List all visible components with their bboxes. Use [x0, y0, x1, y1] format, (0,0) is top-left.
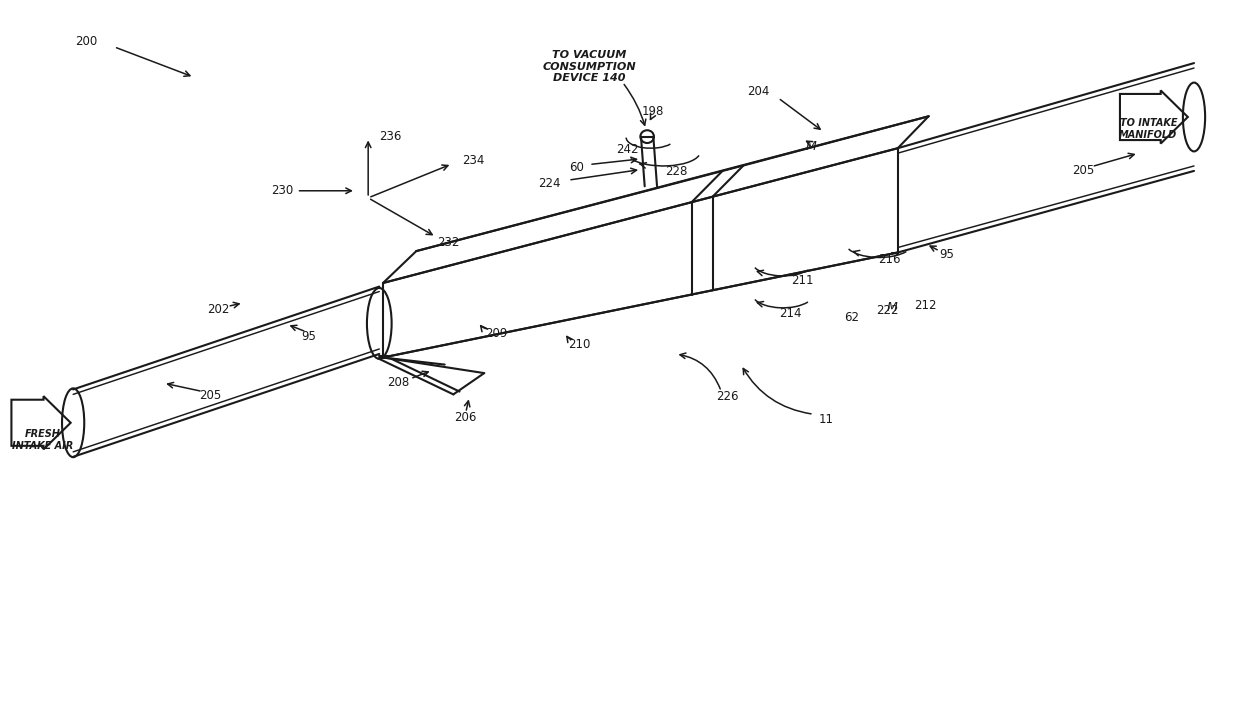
Text: 205: 205 — [1071, 164, 1094, 177]
Text: TO INTAKE
MANIFOLD: TO INTAKE MANIFOLD — [1120, 118, 1178, 140]
Text: 228: 228 — [666, 165, 688, 178]
Text: 214: 214 — [779, 307, 801, 320]
Text: TO VACUUM
CONSUMPTION
DEVICE 140: TO VACUUM CONSUMPTION DEVICE 140 — [542, 50, 636, 83]
Text: 95: 95 — [301, 330, 316, 342]
Text: FRESH
INTAKE AIR: FRESH INTAKE AIR — [11, 429, 73, 450]
Text: 205: 205 — [200, 388, 221, 402]
Text: 209: 209 — [485, 327, 507, 340]
Text: 242: 242 — [616, 143, 639, 156]
Text: 222: 222 — [877, 304, 899, 317]
Text: 234: 234 — [463, 154, 485, 167]
Text: 224: 224 — [538, 177, 560, 190]
Text: 200: 200 — [76, 35, 98, 49]
Text: 211: 211 — [791, 275, 813, 287]
Text: 62: 62 — [844, 311, 859, 325]
Text: 230: 230 — [270, 184, 293, 197]
Text: 210: 210 — [568, 338, 590, 351]
Text: 11: 11 — [818, 413, 833, 426]
Text: 206: 206 — [455, 411, 477, 424]
Text: 232: 232 — [438, 236, 460, 249]
Text: 60: 60 — [569, 161, 584, 174]
Text: 208: 208 — [387, 376, 409, 389]
Text: M: M — [887, 301, 897, 315]
Text: 226: 226 — [717, 390, 739, 403]
Text: 95: 95 — [940, 248, 955, 261]
Text: 198: 198 — [642, 105, 665, 118]
Text: 236: 236 — [379, 129, 402, 143]
Text: 216: 216 — [878, 253, 900, 266]
Text: 204: 204 — [746, 85, 770, 98]
Text: 212: 212 — [914, 298, 936, 312]
Text: M: M — [806, 140, 817, 153]
Text: 202: 202 — [207, 302, 229, 316]
